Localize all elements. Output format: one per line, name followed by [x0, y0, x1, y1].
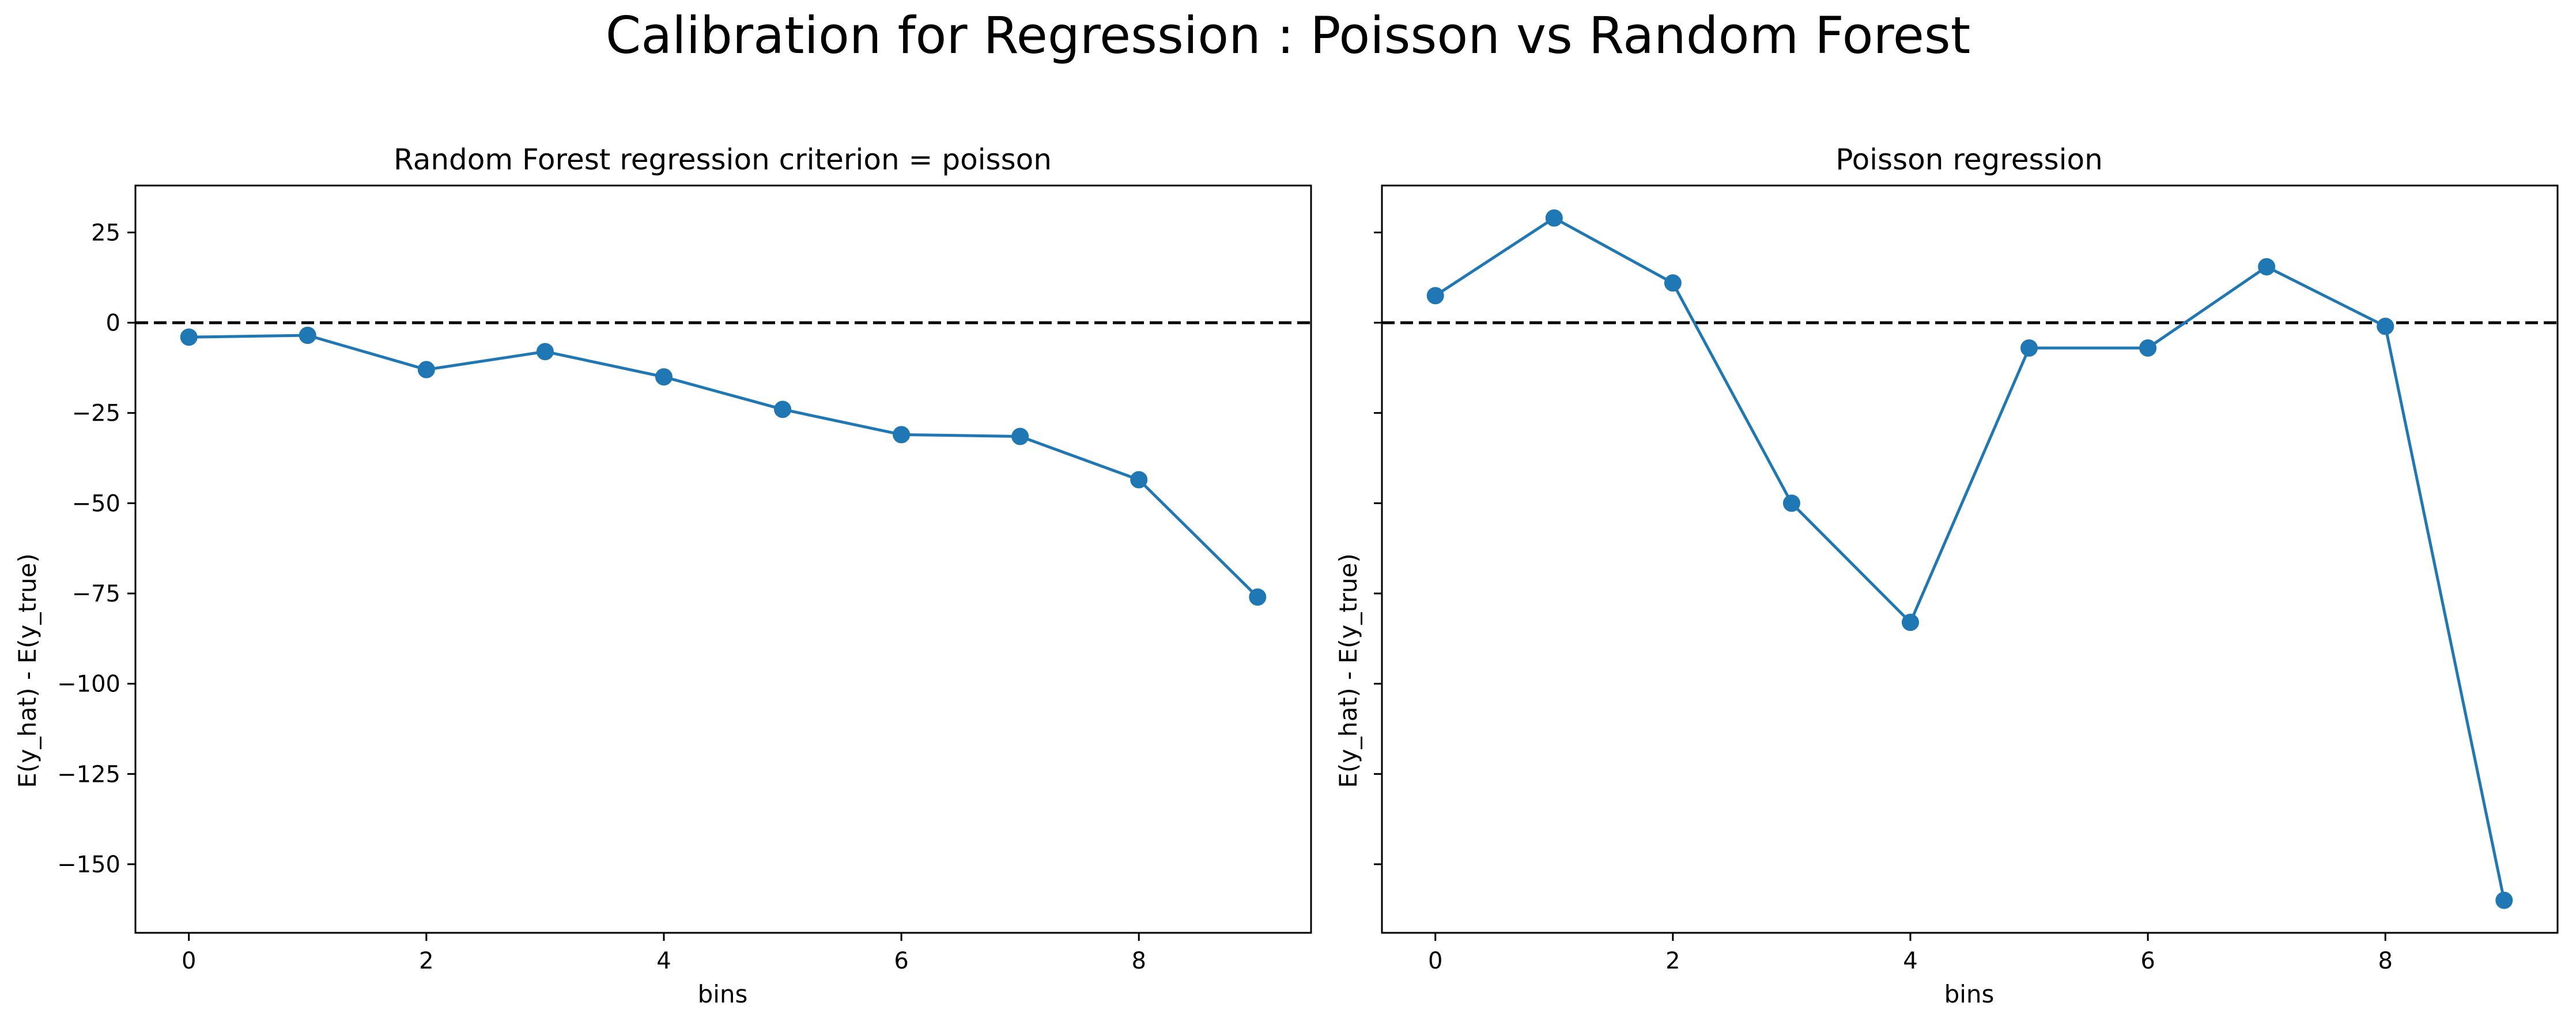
- data-point-poisson-1: [1545, 209, 1563, 227]
- data-point-poisson-9: [2495, 891, 2513, 909]
- series-points-random-forest: [180, 327, 1267, 606]
- panel-random-forest: Random Forest regression criterion = poi…: [13, 143, 1312, 1008]
- y-tick-label-random-forest-1: 0: [106, 310, 120, 336]
- plot-frame-random-forest: [134, 184, 1312, 934]
- plot-frame-poisson: [1381, 184, 2559, 934]
- data-point-poisson-7: [2258, 258, 2276, 275]
- ticks-poisson: 0 2 4 6 8: [1374, 231, 2393, 974]
- series-line-random-forest: [188, 334, 1259, 599]
- data-point-random-forest-0: [180, 328, 198, 346]
- data-point-random-forest-6: [893, 426, 911, 444]
- x-tick-label-poisson-0: 0: [1428, 948, 1442, 974]
- figure-suptitle: Calibration for Regression : Poisson vs …: [606, 6, 1970, 65]
- panel-title-random-forest: Random Forest regression criterion = poi…: [394, 143, 1052, 176]
- data-point-random-forest-9: [1249, 588, 1267, 606]
- panel-title-poisson: Poisson regression: [1835, 143, 2103, 176]
- x-tick-label-random-forest-2: 4: [656, 948, 671, 974]
- y-axis-label-poisson: E(y_hat) - E(y_true): [1334, 553, 1362, 788]
- data-point-poisson-2: [1664, 274, 1682, 292]
- y-tick-label-random-forest-5: −100: [57, 671, 120, 698]
- y-axis-label-random-forest: E(y_hat) - E(y_true): [13, 553, 41, 788]
- x-tick-label-poisson-4: 8: [2378, 948, 2392, 974]
- data-point-poisson-0: [1426, 287, 1444, 305]
- y-tick-label-random-forest-3: −50: [72, 490, 120, 517]
- ticks-random-forest: 0 2 4 6 8 25 0 −25 −50 −75 −100 −125 −150: [57, 220, 1146, 974]
- x-tick-label-random-forest-3: 6: [894, 948, 908, 974]
- y-tick-label-random-forest-2: −25: [72, 400, 120, 427]
- data-point-random-forest-3: [536, 343, 554, 361]
- x-tick-label-poisson-2: 4: [1903, 948, 1917, 974]
- x-axis-label-poisson: bins: [1944, 980, 1995, 1008]
- data-point-random-forest-8: [1130, 471, 1148, 489]
- y-tick-label-random-forest-6: −125: [57, 761, 120, 788]
- x-tick-label-poisson-3: 6: [2140, 948, 2155, 974]
- series-line-poisson: [1434, 216, 2506, 901]
- data-point-poisson-5: [2020, 339, 2038, 357]
- data-point-poisson-4: [1901, 614, 1919, 631]
- data-point-random-forest-7: [1011, 428, 1029, 445]
- data-point-poisson-3: [1782, 494, 1800, 512]
- data-point-random-forest-2: [417, 361, 435, 379]
- x-tick-label-random-forest-4: 8: [1131, 948, 1146, 974]
- y-tick-label-random-forest-4: −75: [72, 581, 120, 607]
- x-axis-label-random-forest: bins: [698, 980, 748, 1008]
- data-point-random-forest-1: [299, 327, 316, 345]
- x-tick-label-random-forest-1: 2: [419, 948, 433, 974]
- data-point-random-forest-5: [774, 400, 792, 418]
- panel-poisson: Poisson regression bins E(y_hat) - E(y_t…: [1334, 143, 2559, 1008]
- data-point-poisson-8: [2377, 317, 2394, 335]
- y-tick-label-random-forest-0: 25: [91, 220, 120, 246]
- y-tick-label-random-forest-7: −150: [57, 852, 120, 878]
- series-points-poisson: [1426, 209, 2513, 909]
- data-point-random-forest-4: [655, 368, 673, 386]
- data-point-poisson-6: [2139, 339, 2157, 357]
- x-tick-label-random-forest-0: 0: [182, 948, 196, 974]
- x-tick-label-poisson-1: 2: [1665, 948, 1680, 974]
